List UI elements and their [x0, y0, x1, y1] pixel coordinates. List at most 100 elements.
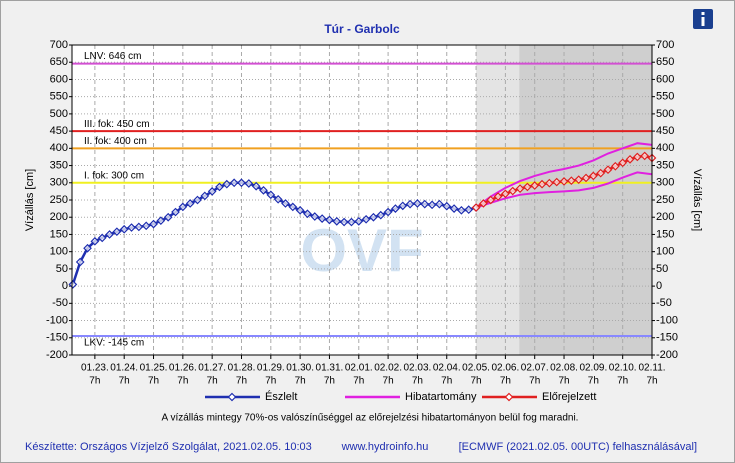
data-point: [515, 184, 525, 193]
x-tick-hour: 7h: [646, 376, 657, 387]
data-point: [207, 187, 217, 196]
data-point: [112, 227, 122, 237]
y-tick-label: 450: [50, 125, 68, 137]
legend-marker: [504, 392, 514, 402]
x-tick-label: 01.24.: [110, 363, 138, 374]
x-tick-hour: 7h: [441, 376, 452, 387]
note: A vízállás mintegy 70%-os valószínűségge…: [162, 413, 579, 424]
plot-border: [71, 44, 653, 356]
x-tick-hour: 7h: [265, 376, 276, 387]
x-tick-hour: 7h: [295, 376, 306, 387]
data-point: [574, 175, 584, 185]
info-icon[interactable]: [693, 9, 713, 29]
y-tick-label: 500: [50, 108, 68, 120]
y2-axis-label: Vízállás [cm]: [691, 169, 703, 231]
y2-tick-label: 150: [656, 228, 674, 240]
x-tick-label: 01.29.: [257, 363, 285, 374]
data-point: [156, 216, 166, 226]
data-point: [222, 179, 232, 189]
data-point: [413, 199, 422, 208]
data-point: [405, 199, 415, 209]
y2-tick-label: 300: [656, 177, 674, 189]
data-point: [508, 186, 518, 196]
data-point: [603, 165, 613, 175]
band-upper: [475, 142, 653, 209]
y-tick-label: 400: [50, 142, 68, 154]
data-point: [288, 202, 298, 212]
x-tick-hour: 7h: [89, 376, 100, 387]
data-point: [347, 217, 356, 227]
data-point: [581, 173, 591, 183]
y-tick-label: 650: [50, 56, 68, 68]
x-tick-hour: 7h: [412, 376, 423, 387]
y2-tick-label: -200: [656, 349, 678, 361]
data-point: [420, 199, 430, 209]
data-point: [523, 182, 532, 192]
y2-tick-label: 350: [656, 159, 674, 171]
y-tick-label: 300: [50, 177, 68, 189]
y-axis-label: Vízállás [cm]: [24, 169, 36, 231]
footer-link[interactable]: www.hydroinfo.hu: [341, 441, 429, 453]
y2-tick-label: 0: [656, 280, 662, 292]
y2-tick-label: 550: [656, 91, 674, 103]
y2-tick-label: 400: [656, 142, 674, 154]
data-point: [273, 194, 283, 204]
x-tick-hour: 7h: [177, 376, 188, 387]
y2-tick-label: 450: [656, 125, 674, 137]
x-tick-label: 01.23.: [81, 363, 109, 374]
reference-label: III. fok: 450 cm: [84, 119, 150, 130]
data-point: [317, 214, 327, 223]
y2-tick-label: 200: [656, 211, 674, 223]
y-tick-label: 550: [50, 91, 68, 103]
y2-tick-label: -100: [656, 314, 678, 326]
x-tick-label: 02.04.: [433, 363, 461, 374]
data-point: [325, 215, 334, 225]
legend-label: Hibatartomány: [405, 391, 477, 403]
x-tick-label: 02.06.: [491, 363, 519, 374]
y-tick-label: -100: [46, 314, 68, 326]
data-point: [398, 201, 408, 211]
data-point: [171, 207, 180, 217]
y-tick-label: -150: [46, 332, 68, 344]
y-tick-label: 50: [56, 263, 68, 275]
x-tick-hour: 7h: [119, 376, 130, 387]
y-tick-label: 700: [50, 39, 68, 51]
data-point: [589, 171, 598, 181]
y-tick-label: -200: [46, 349, 68, 361]
data-point: [530, 181, 540, 190]
reference-label: LKV: -145 cm: [84, 338, 144, 349]
data-point: [127, 223, 136, 232]
x-tick-label: 02.02.: [374, 363, 402, 374]
data-point: [369, 212, 378, 222]
x-tick-label: 02.05.: [462, 363, 490, 374]
info-icon-dot: [701, 12, 705, 15]
data-point: [640, 151, 650, 161]
x-tick-hour: 7h: [353, 376, 364, 387]
data-point: [310, 212, 320, 221]
reference-label: LNV: 646 cm: [84, 51, 141, 62]
y-tick-label: 150: [50, 228, 68, 240]
data-point: [163, 212, 173, 222]
data-point: [391, 204, 400, 213]
data-point: [68, 280, 78, 289]
footer-source: [ECMWF (2021.02.05. 00UTC) felhasználásá…: [459, 441, 697, 453]
data-point: [567, 176, 576, 186]
data-point: [552, 177, 562, 187]
x-tick-label: 01.30.: [286, 363, 314, 374]
y2-tick-label: 650: [656, 56, 674, 68]
footer-author: Készítette: Országos Vízjelző Szolgálat,…: [25, 441, 312, 453]
data-point: [266, 190, 276, 200]
data-point: [339, 217, 349, 227]
data-point: [354, 217, 364, 226]
data-point: [486, 195, 496, 205]
data-point: [303, 209, 312, 219]
y2-tick-label: 100: [656, 246, 674, 258]
legend-label: Előrejelzett: [542, 391, 596, 403]
data-point: [75, 257, 85, 267]
y2-tick-label: 250: [656, 194, 674, 206]
legend-label: Észlelt: [265, 390, 297, 403]
x-tick-label: 02.11.: [638, 363, 665, 374]
data-point: [537, 179, 547, 189]
data-point: [244, 179, 254, 188]
x-tick-label: 02.10.: [609, 363, 637, 374]
